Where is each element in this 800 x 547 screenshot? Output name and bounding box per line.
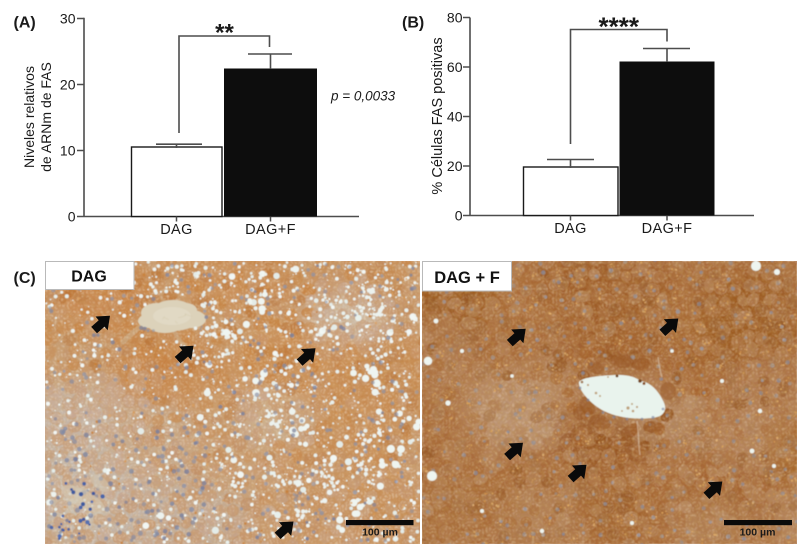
svg-text:****: **** [599, 11, 640, 41]
svg-text:60: 60 [447, 59, 463, 75]
svg-text:DAG: DAG [160, 222, 193, 238]
svg-text:(B): (B) [402, 15, 424, 32]
svg-text:DAG + F: DAG + F [434, 269, 500, 287]
svg-text:100 µm: 100 µm [362, 527, 398, 539]
svg-text:DAG: DAG [554, 221, 587, 237]
svg-text:0: 0 [68, 208, 76, 224]
svg-text:% Células FAS positivas: % Células FAS positivas [430, 37, 446, 194]
svg-text:**: ** [215, 20, 234, 47]
svg-text:DAG+F: DAG+F [642, 221, 693, 237]
svg-text:DAG+F: DAG+F [245, 222, 296, 238]
svg-text:100 µm: 100 µm [740, 527, 776, 539]
svg-text:10: 10 [60, 142, 76, 158]
svg-text:20: 20 [60, 76, 76, 92]
svg-text:(A): (A) [14, 15, 36, 32]
svg-text:de ARNm de FAS: de ARNm de FAS [38, 62, 54, 172]
svg-text:40: 40 [447, 108, 463, 124]
svg-text:DAG: DAG [71, 269, 107, 286]
svg-text:80: 80 [447, 9, 463, 25]
svg-text:30: 30 [60, 10, 76, 26]
svg-text:p = 0,0033: p = 0,0033 [330, 89, 396, 104]
svg-text:Niveles relativos: Niveles relativos [21, 66, 37, 168]
svg-text:0: 0 [455, 207, 463, 223]
svg-text:20: 20 [447, 158, 463, 174]
svg-text:(C): (C) [14, 270, 36, 287]
